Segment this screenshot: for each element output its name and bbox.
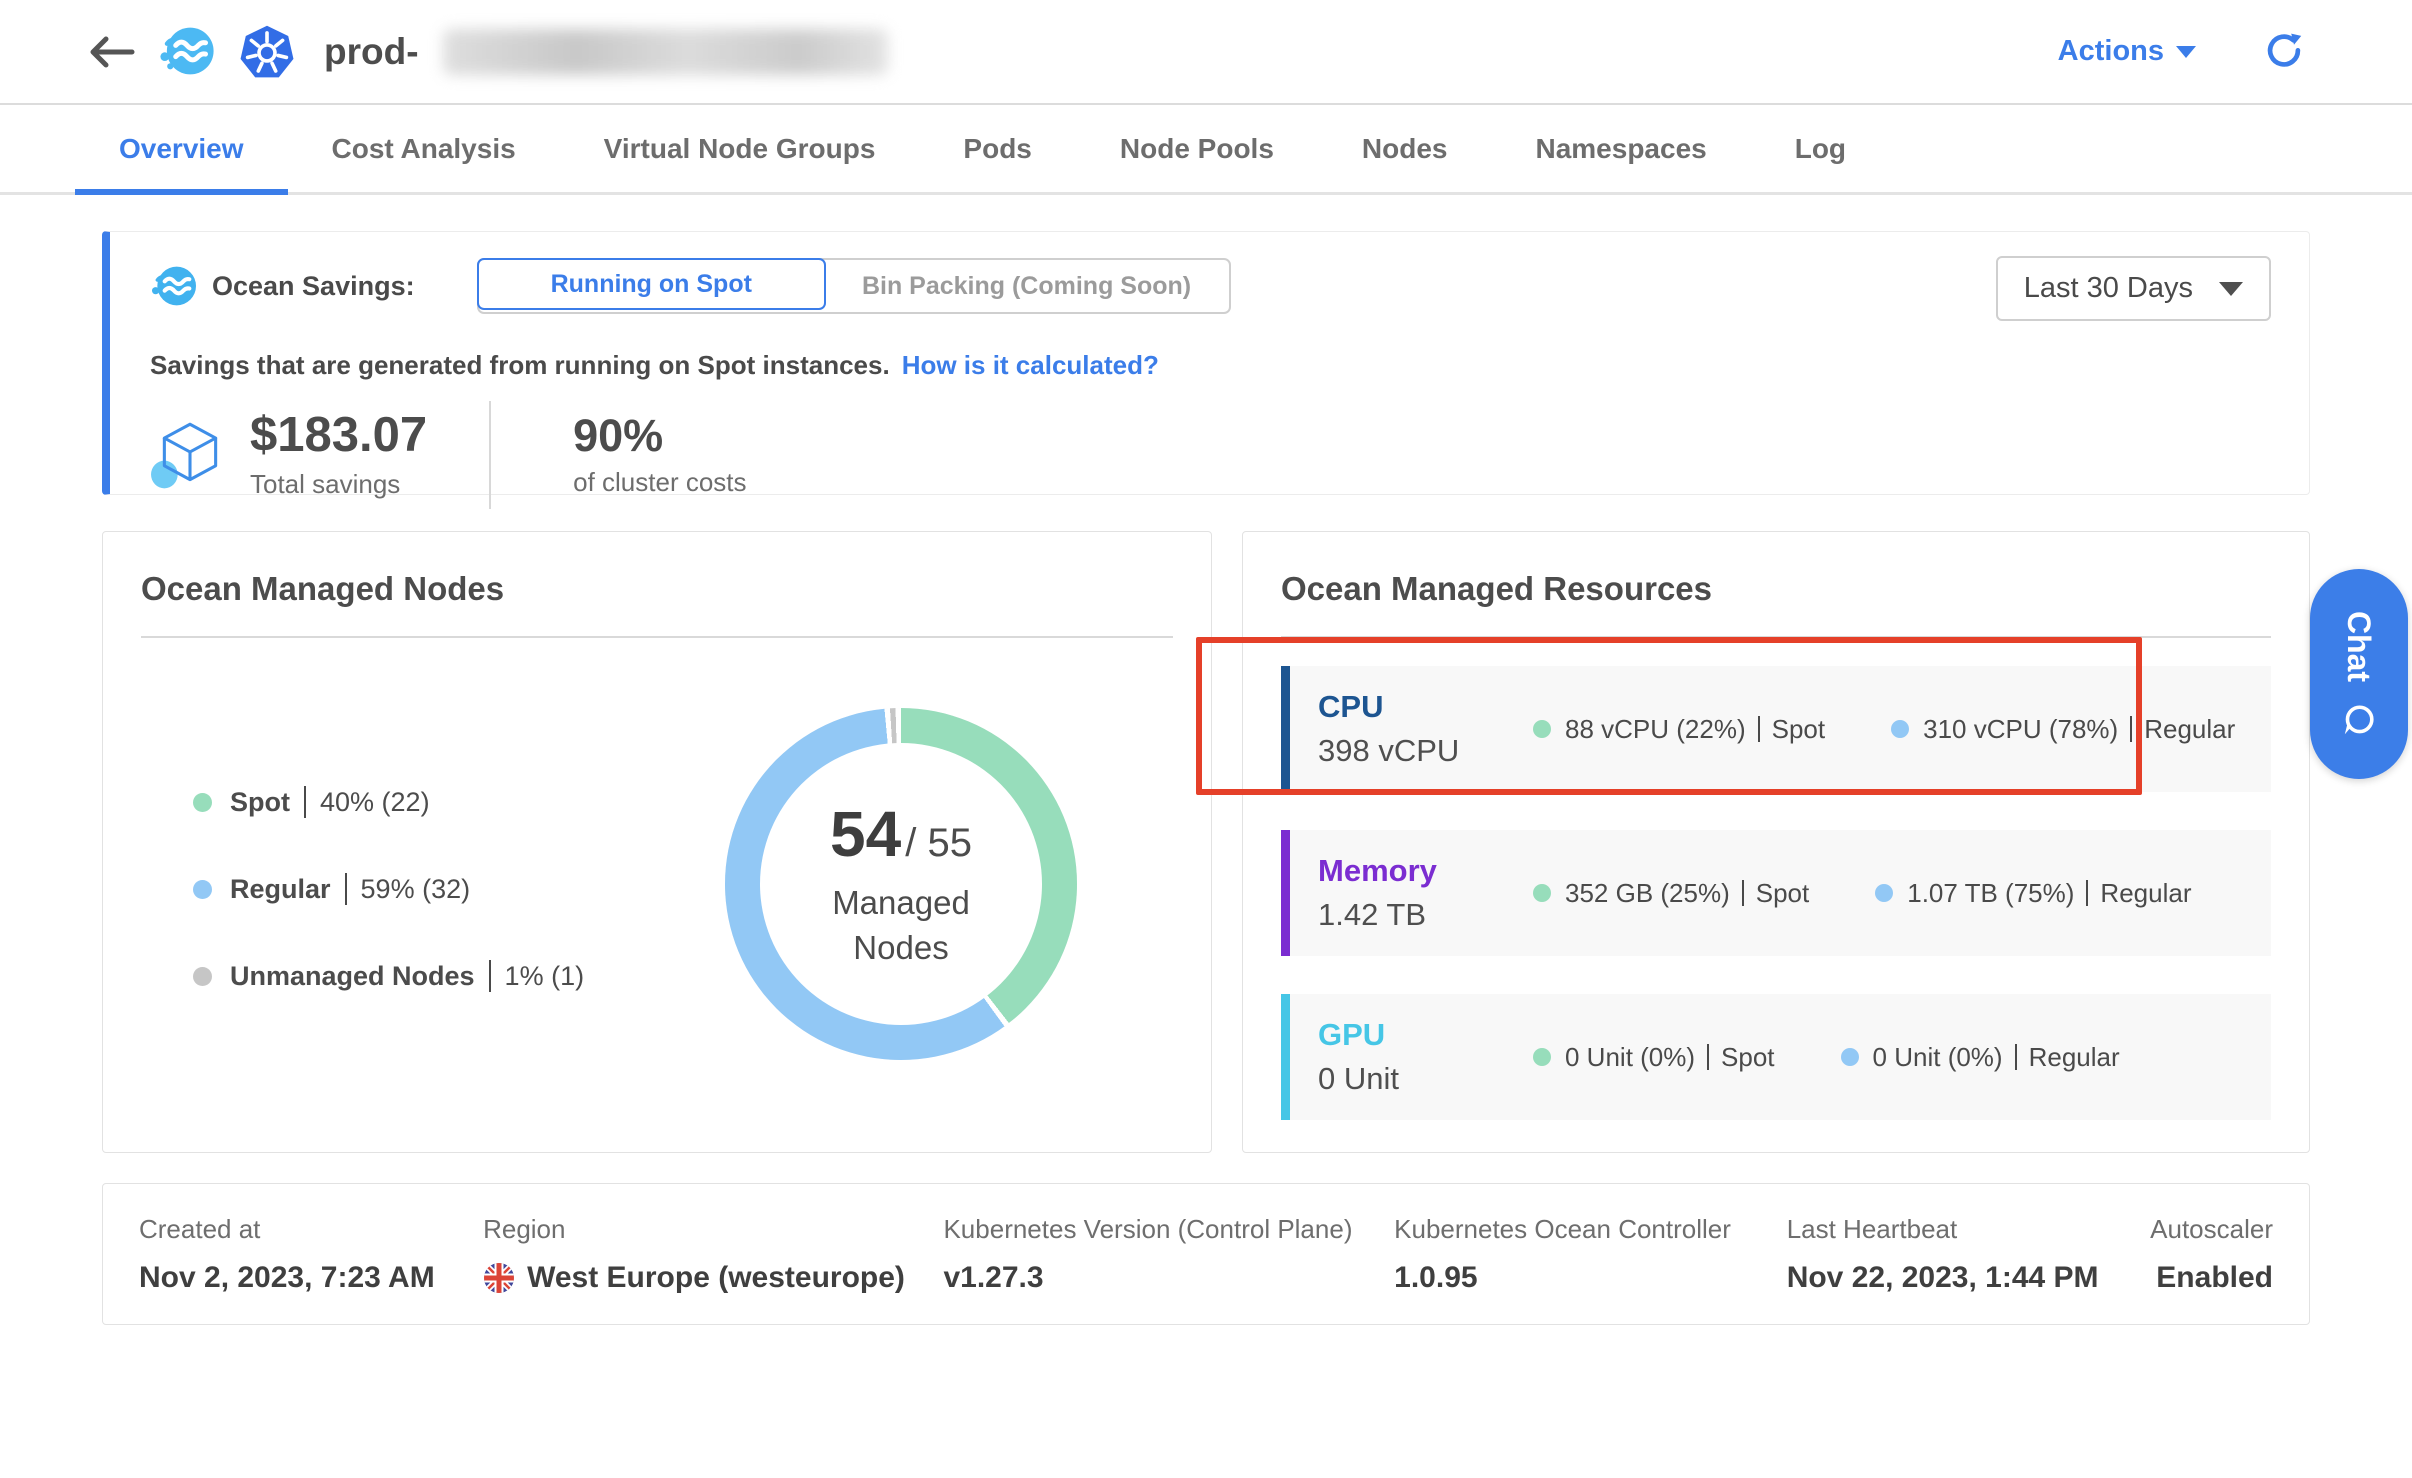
stat-pipe	[1741, 880, 1744, 906]
regular-dot-icon	[1875, 884, 1894, 902]
memory-spot-stat: 352 GB (25%) Spot	[1533, 878, 1809, 909]
total-savings-value: $183.07	[250, 407, 428, 462]
cpu-spot-stat: 88 vCPU (22%) Spot	[1533, 714, 1825, 745]
tab-pods[interactable]: Pods	[963, 132, 1032, 164]
ocean-controller-version: Kubernetes Ocean Controller 1.0.95	[1394, 1213, 1731, 1294]
toggle-bin-packing[interactable]: Bin Packing (Coming Soon)	[861, 271, 1192, 300]
managed-total: / 55	[905, 821, 972, 866]
autoscaler-status: Autoscaler Enabled	[2150, 1213, 2273, 1294]
ocean-savings-label: Ocean Savings:	[212, 270, 415, 301]
spot-dot-icon	[193, 792, 212, 812]
back-arrow-icon[interactable]	[88, 35, 136, 69]
refresh-icon[interactable]	[2264, 32, 2304, 72]
regular-dot-icon	[1891, 720, 1910, 738]
period-label: Last 30 Days	[2023, 272, 2193, 304]
cpu-regular-stat: 310 vCPU (78%) Regular	[1891, 714, 2235, 745]
legend-pipe	[488, 960, 491, 992]
managed-resources-card: Ocean Managed Resources CPU 398 vCPU 88 …	[1242, 531, 2310, 1153]
ocean-wave-icon	[150, 263, 198, 309]
chat-bubble-icon	[2341, 702, 2377, 738]
managed-count: 54	[830, 798, 902, 871]
spot-dot-icon	[1533, 720, 1551, 738]
nodes-legend: Spot 40% (22) Regular 59% (32) Unmanaged…	[193, 786, 584, 992]
tab-node-pools[interactable]: Node Pools	[1119, 132, 1274, 164]
region: Region West Europe (westeurope)	[483, 1213, 905, 1294]
savings-toggle-group: Running on Spot Bin Packing (Coming Soon…	[476, 258, 1232, 314]
stat-pipe	[1707, 1044, 1710, 1070]
period-dropdown[interactable]: Last 30 Days	[1995, 256, 2271, 321]
header: prod- Actions	[0, 0, 2412, 103]
gpu-spot-stat: 0 Unit (0%) Spot	[1533, 1042, 1775, 1073]
legend-item-unmanaged: Unmanaged Nodes 1% (1)	[193, 960, 584, 992]
unmanaged-dot-icon	[193, 966, 212, 986]
legend-item-spot: Spot 40% (22)	[193, 786, 584, 818]
stat-pipe	[1757, 716, 1760, 742]
actions-label: Actions	[2057, 35, 2164, 67]
page-title: prod-	[324, 30, 419, 72]
total-savings-label: Total savings	[250, 469, 401, 500]
percent-of-costs-value: 90%	[573, 409, 664, 461]
regular-dot-icon	[193, 879, 212, 899]
regular-dot-icon	[1840, 1048, 1859, 1066]
spot-dot-icon	[1533, 1048, 1551, 1066]
last-heartbeat: Last Heartbeat Nov 22, 2023, 1:44 PM	[1786, 1213, 2099, 1294]
legend-item-regular: Regular 59% (32)	[193, 873, 584, 905]
chat-label: Chat	[2341, 610, 2378, 682]
percent-of-costs-label: of cluster costs	[573, 467, 747, 498]
kubernetes-logo-icon	[238, 23, 296, 81]
resource-row-gpu: GPU 0 Unit 0 Unit (0%) Spot 0 Unit (0%)	[1281, 994, 2271, 1120]
tab-overview[interactable]: Overview	[75, 105, 288, 195]
managed-nodes-card: Ocean Managed Nodes Spot 40% (22) Regula…	[102, 531, 1212, 1153]
memory-regular-stat: 1.07 TB (75%) Regular	[1875, 878, 2191, 909]
card-divider	[1281, 636, 2271, 638]
tab-bar: Overview Cost Analysis Virtual Node Grou…	[0, 105, 2412, 195]
cluster-info-bar: Created at Nov 2, 2023, 7:23 AM Region W…	[102, 1183, 2310, 1325]
managed-resources-title: Ocean Managed Resources	[1281, 570, 1712, 607]
card-divider	[141, 636, 1173, 638]
header-divider	[0, 103, 2412, 105]
ocean-savings-banner: Ocean Savings: Running on Spot Bin Packi…	[102, 231, 2310, 509]
redacted-cluster-name	[442, 28, 888, 75]
savings-cube-icon	[150, 416, 230, 494]
actions-button[interactable]: Actions	[2058, 35, 2196, 68]
tab-virtual-node-groups[interactable]: Virtual Node Groups	[603, 132, 876, 164]
stat-pipe	[2086, 880, 2089, 906]
tab-log[interactable]: Log	[1794, 132, 1847, 164]
how-calculated-link[interactable]: How is it calculated?	[901, 350, 1159, 380]
chevron-down-icon	[2219, 281, 2243, 296]
savings-description: Savings that are generated from running …	[150, 350, 890, 380]
resource-row-cpu: CPU 398 vCPU 88 vCPU (22%) Spot 310 vCPU…	[1281, 666, 2271, 792]
created-at: Created at Nov 2, 2023, 7:23 AM	[139, 1213, 435, 1294]
spot-dot-icon	[1533, 884, 1551, 902]
kubernetes-version: Kubernetes Version (Control Plane) v1.27…	[943, 1213, 1353, 1294]
legend-pipe	[344, 873, 347, 905]
managed-nodes-donut-chart: 54 / 55 Managed Nodes	[725, 708, 1077, 1060]
donut-center: 54 / 55 Managed Nodes	[760, 743, 1042, 1025]
chat-button[interactable]: Chat	[2310, 569, 2408, 779]
toggle-running-on-spot[interactable]: Running on Spot	[476, 258, 826, 310]
tab-cost-analysis[interactable]: Cost Analysis	[331, 132, 516, 164]
resource-row-memory: Memory 1.42 TB 352 GB (25%) Spot 1.07 TB…	[1281, 830, 2271, 956]
ocean-logo-icon	[158, 23, 216, 81]
legend-pipe	[304, 786, 306, 818]
gpu-regular-stat: 0 Unit (0%) Regular	[1840, 1042, 2120, 1073]
managed-nodes-title: Ocean Managed Nodes	[141, 570, 505, 607]
stat-pipe	[2130, 716, 2133, 742]
tab-namespaces[interactable]: Namespaces	[1535, 132, 1707, 164]
chevron-down-icon	[2176, 45, 2196, 58]
tab-nodes[interactable]: Nodes	[1361, 132, 1448, 164]
stats-divider	[489, 401, 492, 509]
uk-flag-icon	[483, 1262, 515, 1294]
stat-pipe	[2014, 1044, 2017, 1070]
